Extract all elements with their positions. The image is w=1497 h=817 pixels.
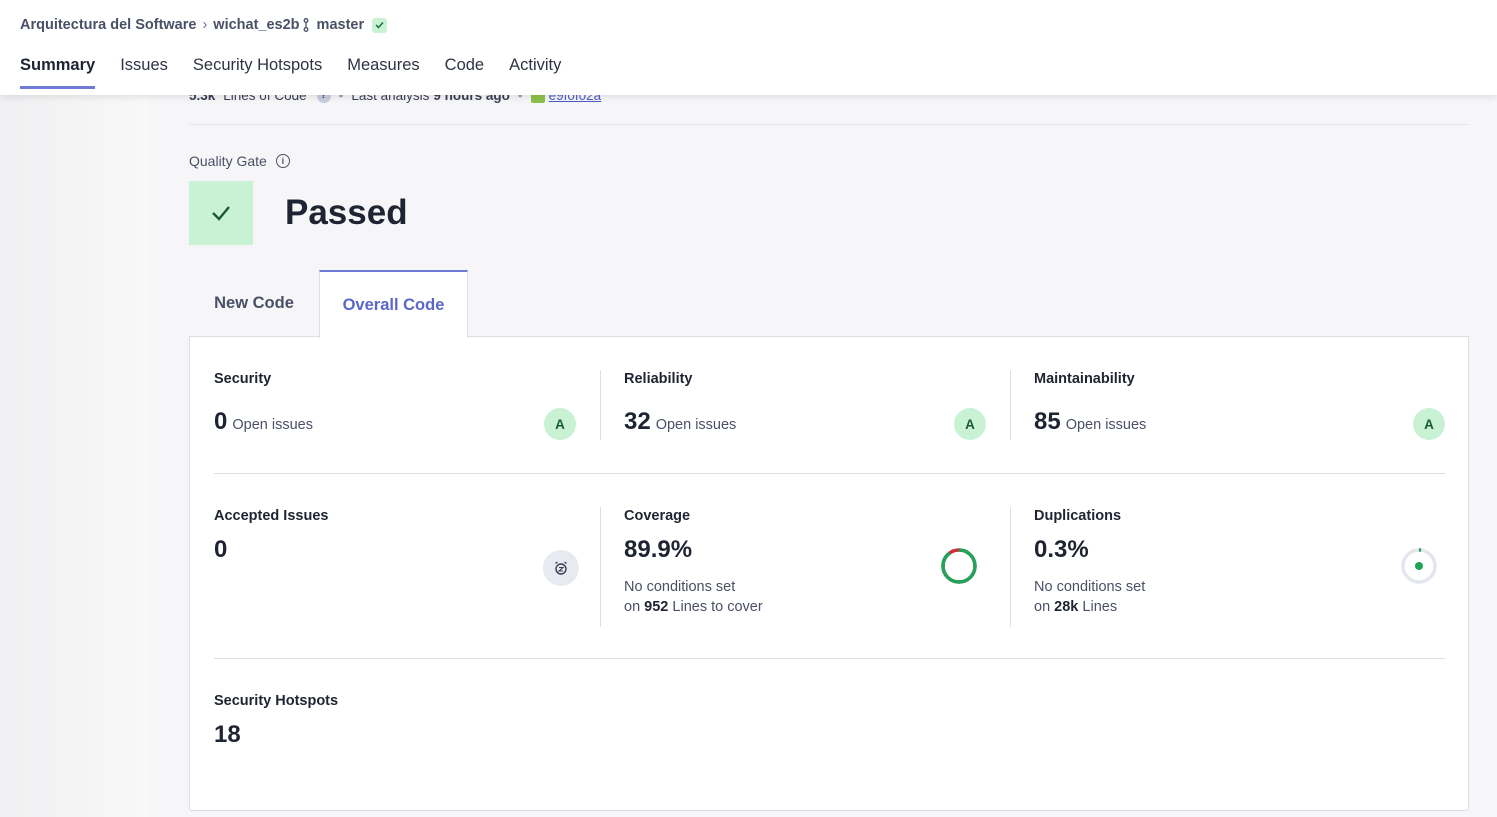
divider bbox=[1010, 507, 1011, 627]
security-card[interactable]: Security bbox=[214, 371, 271, 387]
info-icon[interactable]: i bbox=[275, 154, 290, 168]
branch-name[interactable]: master bbox=[316, 17, 365, 33]
check-icon bbox=[212, 206, 230, 221]
branch-status-check-icon bbox=[372, 17, 388, 33]
duplications-card[interactable]: Duplications 0.3% No conditions set on 2… bbox=[1034, 508, 1145, 617]
duplications-indicator-icon bbox=[1401, 548, 1437, 584]
alarm-clock-icon bbox=[543, 550, 579, 586]
coverage-value[interactable]: 89.9% bbox=[624, 536, 693, 563]
reliability-title: Reliability bbox=[624, 371, 693, 387]
breadcrumb: Arquitectura del Software › wichat_es2b … bbox=[20, 17, 388, 33]
breadcrumb-organization[interactable]: Arquitectura del Software bbox=[20, 17, 197, 33]
separator-dot: • bbox=[517, 88, 523, 103]
divider bbox=[600, 370, 601, 440]
accepted-issues-value[interactable]: 0 bbox=[214, 536, 228, 563]
tab-code[interactable]: Code bbox=[444, 56, 485, 74]
separator-dot: • bbox=[338, 88, 344, 103]
left-rail bbox=[0, 95, 150, 817]
tab-issues[interactable]: Issues bbox=[120, 56, 168, 74]
security-hotspots-title: Security Hotspots bbox=[214, 693, 339, 709]
maintainability-title: Maintainability bbox=[1034, 371, 1135, 387]
reliability-open-issues-label: Open issues bbox=[655, 417, 737, 433]
security-title: Security bbox=[214, 371, 272, 387]
chevron-right-icon: › bbox=[202, 17, 208, 33]
quality-gate-status-icon bbox=[189, 181, 253, 245]
row-divider bbox=[214, 658, 1445, 659]
security-open-issues-label: Open issues bbox=[232, 417, 313, 433]
security-open-issues[interactable]: 0 bbox=[214, 408, 228, 435]
quality-gate-label-text: Quality Gate bbox=[189, 153, 267, 169]
tab-overall-code[interactable]: Overall Code bbox=[319, 270, 468, 338]
security-hotspots-value[interactable]: 18 bbox=[214, 721, 241, 748]
coverage-lines: on 952 Lines to cover bbox=[624, 597, 763, 617]
maintainability-open-issues[interactable]: 85 bbox=[1034, 408, 1061, 435]
divider bbox=[600, 507, 601, 627]
project-nav: Summary Issues Security Hotspots Measure… bbox=[20, 56, 586, 89]
coverage-conditions: No conditions set bbox=[624, 579, 736, 595]
duplications-lines: on 28k Lines bbox=[1034, 597, 1145, 617]
row-divider bbox=[214, 473, 1445, 474]
duplications-lines-count[interactable]: 28k bbox=[1054, 599, 1079, 615]
reliability-card[interactable]: Reliability bbox=[624, 371, 693, 387]
tab-measures[interactable]: Measures bbox=[347, 56, 420, 74]
duplications-conditions: No conditions set bbox=[1034, 579, 1146, 595]
reliability-rating-badge[interactable]: A bbox=[954, 408, 986, 440]
branch-icon bbox=[302, 18, 310, 32]
coverage-lines-suffix: Lines to cover bbox=[672, 599, 763, 615]
reliability-open-issues[interactable]: 32 bbox=[624, 408, 651, 435]
duplications-value[interactable]: 0.3% bbox=[1034, 536, 1089, 563]
coverage-title: Coverage bbox=[624, 508, 691, 524]
security-value-row: 0 Open issues bbox=[214, 408, 313, 436]
accepted-issues-card[interactable]: Accepted Issues 0 bbox=[214, 508, 328, 564]
tab-security-hotspots[interactable]: Security Hotspots bbox=[192, 56, 323, 74]
coverage-covered-arc bbox=[941, 548, 977, 584]
security-rating-badge[interactable]: A bbox=[544, 408, 576, 440]
reliability-value-row: 32 Open issues bbox=[624, 408, 736, 436]
maintainability-value-row: 85 Open issues bbox=[1034, 408, 1146, 436]
coverage-lines-count[interactable]: 952 bbox=[644, 599, 669, 615]
security-hotspots-card[interactable]: Security Hotspots 18 bbox=[214, 693, 338, 749]
duplications-lines-prefix: on bbox=[1034, 599, 1051, 615]
tab-summary[interactable]: Summary bbox=[20, 56, 96, 89]
divider bbox=[1010, 370, 1011, 440]
coverage-card[interactable]: Coverage 89.9% No conditions set on 952 … bbox=[624, 508, 763, 617]
meta-divider bbox=[189, 124, 1469, 125]
metrics-panel: Security 0 Open issues A Reliability 32 … bbox=[189, 336, 1469, 811]
maintainability-rating-badge[interactable]: A bbox=[1413, 408, 1445, 440]
breadcrumb-project[interactable]: wichat_es2b bbox=[213, 17, 300, 33]
maintainability-card[interactable]: Maintainability bbox=[1034, 371, 1135, 387]
duplications-title: Duplications bbox=[1034, 508, 1122, 524]
accepted-issues-title: Accepted Issues bbox=[214, 508, 329, 524]
project-header: Arquitectura del Software › wichat_es2b … bbox=[0, 0, 1497, 95]
duplications-center-dot bbox=[1415, 562, 1423, 570]
quality-gate-status: Passed bbox=[285, 193, 408, 232]
duplications-arc bbox=[1401, 548, 1437, 584]
maintainability-open-issues-label: Open issues bbox=[1065, 417, 1147, 433]
coverage-donut-icon bbox=[941, 548, 977, 584]
duplications-lines-suffix: Lines bbox=[1082, 599, 1118, 615]
tab-new-code[interactable]: New Code bbox=[214, 294, 294, 312]
tab-activity[interactable]: Activity bbox=[509, 56, 562, 74]
quality-gate-label: Quality Gate i bbox=[189, 153, 290, 169]
coverage-lines-prefix: on bbox=[624, 599, 641, 615]
